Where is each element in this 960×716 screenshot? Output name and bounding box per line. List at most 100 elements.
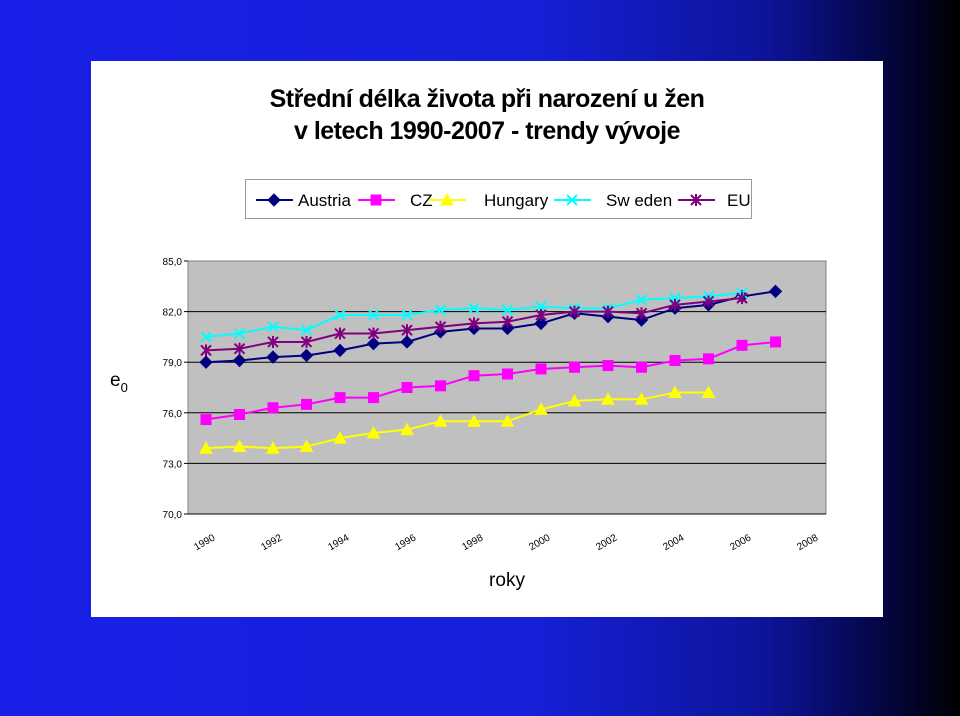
data-point-sweden <box>267 321 279 333</box>
x-tick-label: 1998 <box>460 532 485 553</box>
x-tick-label: 1992 <box>259 532 284 553</box>
x-tick-label: 1990 <box>192 532 217 553</box>
data-point-cz <box>301 398 312 410</box>
data-point-eu <box>702 295 715 308</box>
x-tick-label: 1996 <box>393 532 418 553</box>
data-point-eu <box>233 342 246 355</box>
series-line-cz <box>205 340 776 421</box>
data-point-austria <box>366 336 381 351</box>
data-point-austria <box>266 350 280 364</box>
data-point-austria <box>232 353 247 368</box>
data-point-hungary <box>266 441 280 454</box>
data-point-eu <box>367 327 380 340</box>
data-point-eu <box>401 324 413 337</box>
data-point-eu <box>468 317 480 330</box>
data-point-eu <box>200 344 212 357</box>
data-point-austria <box>400 335 414 349</box>
legend-marker <box>440 192 454 206</box>
data-point-eu <box>434 320 447 333</box>
data-point-eu <box>501 315 514 328</box>
data-point-cz <box>368 392 379 404</box>
data-point-cz <box>401 382 413 393</box>
data-point-eu <box>300 335 313 348</box>
data-point-austria <box>199 355 213 369</box>
data-point-sweden <box>334 309 346 321</box>
data-point-sweden <box>367 309 380 321</box>
y-tick-label: 73,0 <box>163 459 183 470</box>
x-tick-label: 2000 <box>527 532 552 553</box>
data-point-sweden <box>233 327 246 340</box>
data-point-sweden <box>635 294 648 306</box>
series-line-hungary <box>205 391 709 450</box>
legend-item-eu: EU <box>678 191 751 210</box>
data-point-hungary <box>232 439 247 453</box>
legend-label: Hungary <box>484 191 549 210</box>
data-point-eu <box>736 292 748 305</box>
data-point-cz <box>703 353 714 365</box>
data-point-cz <box>535 363 547 375</box>
data-point-cz <box>636 361 647 373</box>
legend-item-sweden: Sw eden <box>554 191 672 210</box>
x-tick-label: 2008 <box>795 532 820 553</box>
data-point-sweden <box>501 304 514 316</box>
legend-marker <box>690 194 702 206</box>
legend-item-cz: CZ <box>358 191 433 210</box>
data-point-cz <box>569 361 580 373</box>
legend-item-hungary: Hungary <box>429 191 549 210</box>
data-point-hungary <box>601 392 615 405</box>
x-tick-label: 1994 <box>326 532 351 553</box>
data-point-cz <box>435 380 446 392</box>
data-point-cz <box>267 402 279 414</box>
x-tick-label: 2006 <box>728 532 753 553</box>
legend-label: Sw eden <box>606 191 672 210</box>
series-sweden <box>200 287 748 343</box>
legend-marker <box>267 193 281 207</box>
data-point-hungary <box>500 414 515 427</box>
y-axis-label: e0 <box>110 370 128 395</box>
data-point-hungary <box>467 414 481 427</box>
chart-title: Střední délka života při narození u žen … <box>91 83 883 147</box>
x-tick-label: 2002 <box>594 532 619 553</box>
data-point-cz <box>502 368 513 380</box>
data-point-eu <box>602 305 614 318</box>
data-point-hungary <box>333 431 347 444</box>
series-hungary <box>199 385 716 454</box>
data-point-hungary <box>634 392 649 405</box>
y-tick-label: 76,0 <box>163 409 183 420</box>
y-tick-label: 82,0 <box>163 308 183 319</box>
data-point-sweden <box>434 304 447 316</box>
legend-svg: Austria CZ Hungary Sw eden EU <box>256 191 751 210</box>
series-eu <box>200 292 748 357</box>
plot-area <box>187 260 827 515</box>
x-tick-label: 2004 <box>661 532 686 553</box>
data-point-cz <box>334 392 346 404</box>
data-point-eu <box>635 307 648 320</box>
y-tick-label: 70,0 <box>163 510 183 521</box>
chart-title-line-2: v letech 1990-2007 - trendy vývoje <box>293 117 681 145</box>
data-point-cz <box>669 355 681 367</box>
data-point-sweden <box>468 302 480 314</box>
data-point-cz <box>234 408 245 420</box>
data-point-cz <box>770 336 781 348</box>
legend-label: CZ <box>410 191 433 210</box>
data-point-eu <box>334 327 346 340</box>
chart-title-line-1: Střední délka života při narození u žen <box>269 85 705 113</box>
data-point-sweden <box>300 324 313 336</box>
data-point-hungary <box>366 425 381 439</box>
data-point-hungary <box>567 393 582 407</box>
y-tick-label: 85,0 <box>163 257 183 268</box>
series-cz <box>200 336 781 426</box>
data-point-eu <box>669 298 681 311</box>
data-point-cz <box>602 360 614 372</box>
x-axis-label: roky <box>489 570 525 591</box>
legend-item-austria: Austria <box>256 191 351 210</box>
data-point-austria <box>299 348 314 363</box>
data-point-sweden <box>401 309 413 321</box>
data-point-cz <box>468 370 480 382</box>
data-point-sweden <box>200 331 212 343</box>
legend-marker <box>370 194 382 206</box>
data-point-hungary <box>668 385 682 399</box>
data-point-cz <box>200 414 212 426</box>
legend-label: EU <box>727 191 751 210</box>
